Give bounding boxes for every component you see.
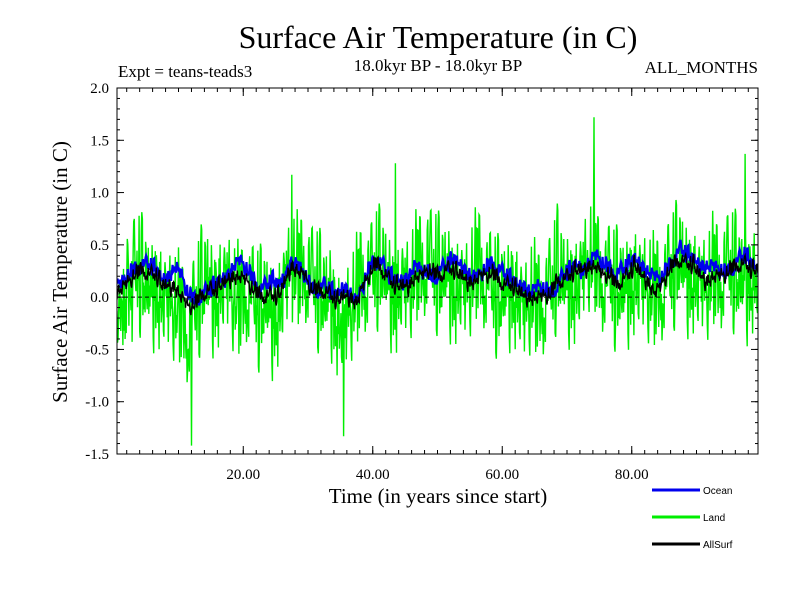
- plot-area: [117, 117, 758, 446]
- y-tick-label: -1.0: [85, 395, 109, 411]
- legend-label-land: Land: [703, 513, 725, 524]
- y-axis-label: Surface Air Temperature (in C): [48, 141, 72, 403]
- axes: -1.5 -1.0 -0.5 0.0 0.5 1.0 1.5 2.0 20.00 40.00 60.…: [85, 81, 759, 483]
- y-tick-label: -1.5: [85, 447, 109, 463]
- time-range-label: 18.0kyr BP - 18.0kyr BP: [354, 56, 522, 75]
- legend: Ocean Land AllSurf: [652, 486, 733, 551]
- series-line-allsurf: [117, 251, 758, 316]
- y-tick-label: 1.5: [90, 133, 109, 149]
- experiment-label: Expt = teans-teads3: [118, 62, 252, 81]
- x-tick-label: 80.00: [615, 467, 649, 483]
- y-tick-label: -0.5: [85, 342, 109, 358]
- legend-label-ocean: Ocean: [703, 486, 732, 497]
- x-axis-label: Time (in years since start): [329, 484, 548, 508]
- x-tick-label: 60.00: [485, 467, 519, 483]
- y-tick-label: 2.0: [90, 81, 109, 97]
- y-tick-label: 1.0: [90, 186, 109, 202]
- legend-label-allsurf: AllSurf: [703, 540, 733, 551]
- months-label: ALL_MONTHS: [645, 58, 758, 77]
- x-tick-label: 20.00: [226, 467, 260, 483]
- series-line-ocean: [117, 239, 758, 306]
- y-tick-label: 0.0: [90, 290, 109, 306]
- chart-title: Surface Air Temperature (in C): [239, 19, 638, 55]
- x-tick-label: 40.00: [356, 467, 390, 483]
- y-tick-label: 0.5: [90, 238, 109, 254]
